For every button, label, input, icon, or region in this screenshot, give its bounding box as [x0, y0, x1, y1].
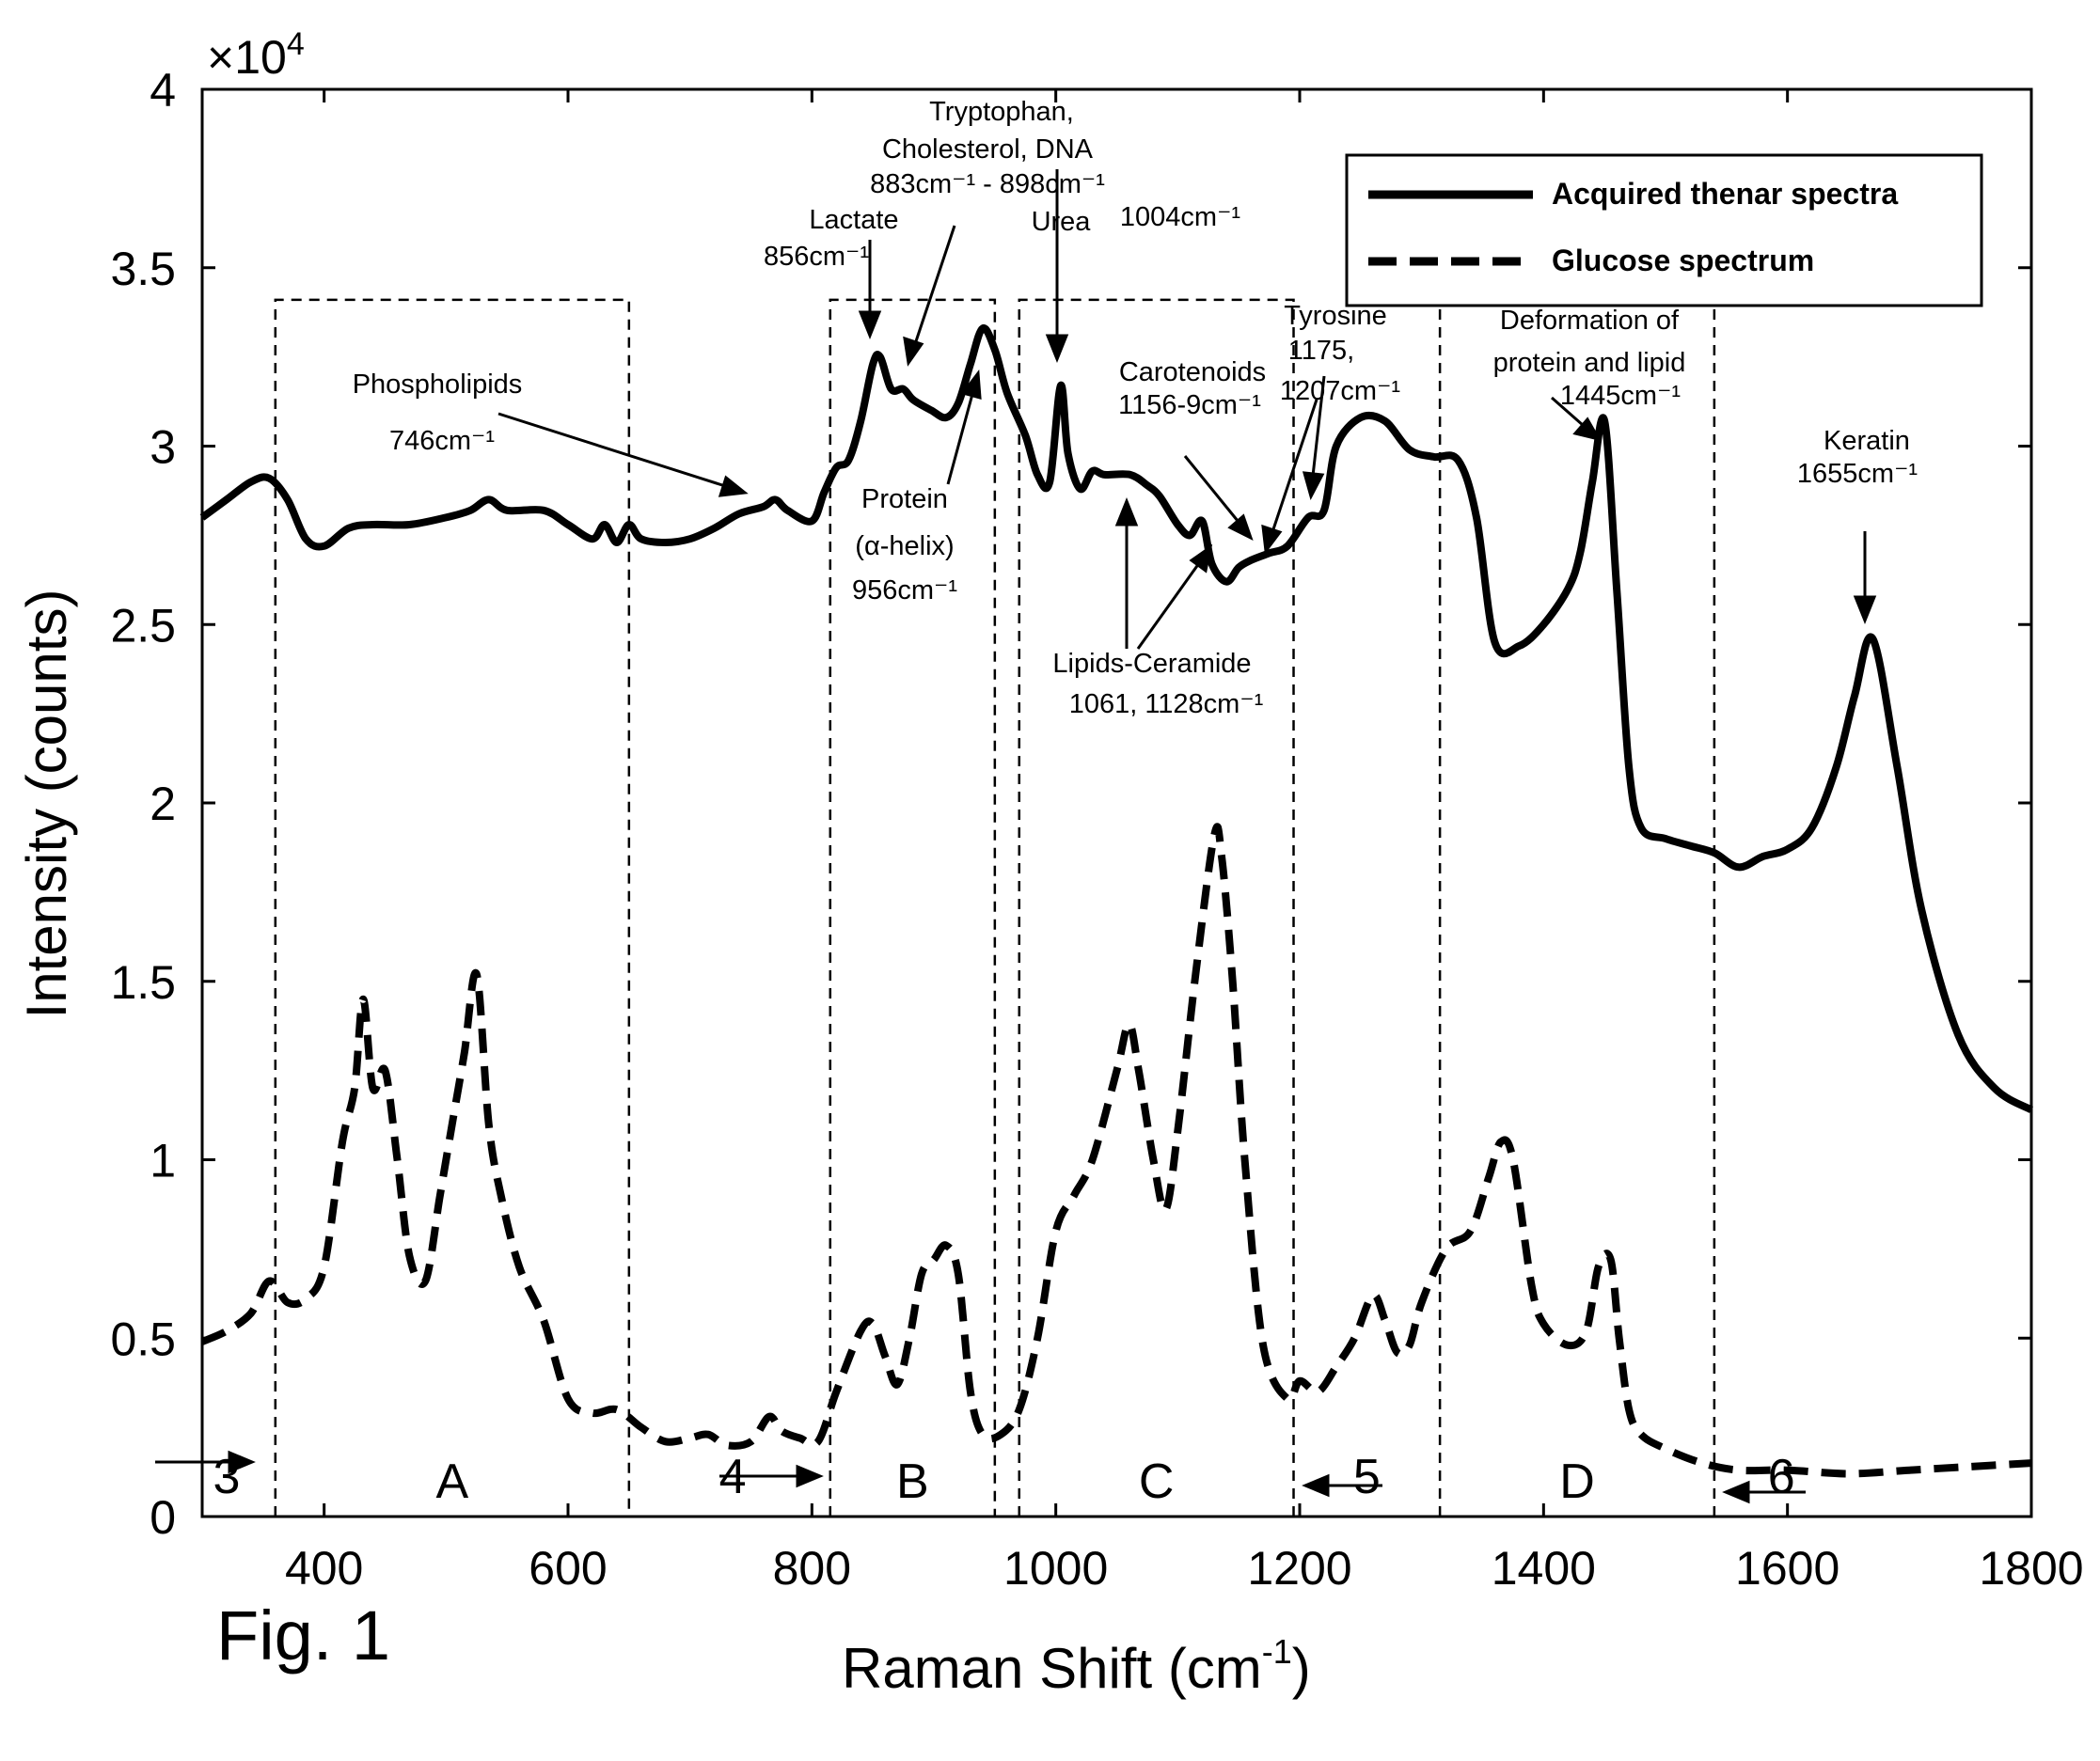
annot-lactate-wavenumber: 856cm⁻¹ [764, 242, 869, 272]
gap-label-5: 5 [1353, 1450, 1381, 1504]
arrow-carotenoids [1183, 455, 1248, 532]
annot-tryptophan-name: Tryptophan, [929, 97, 1074, 127]
x-tick-label: 1400 [1492, 1542, 1596, 1595]
arrow-tryptophan [910, 225, 956, 354]
annot-lipids-wavenumber: 1061, 1128cm⁻¹ [1069, 689, 1264, 719]
arrowhead-urea [1045, 334, 1069, 364]
annot-deformation-line2: protein and lipid [1493, 348, 1686, 378]
region-box-B [829, 298, 997, 1517]
annot-protein-helix: (α-helix) [855, 531, 954, 561]
arrowhead-tryptophan [903, 336, 924, 367]
annot-urea-wavenumber: 1004cm⁻¹ [1120, 202, 1240, 232]
region-box-A [274, 298, 631, 1517]
arrowhead-protein [960, 369, 982, 401]
series-lines [199, 324, 2034, 1478]
region-label-A: A [435, 1454, 468, 1509]
annot-tyrosine-name: Tyrosine [1284, 301, 1387, 331]
arrowhead-lipids-1 [1114, 496, 1139, 527]
axis-ticks: 400 600 800 1000 1200 1400 1600 1800 0 0.5 1 1.5 2 2.… [110, 64, 2083, 1595]
annot-phospholipids-name: Phospholipids [353, 369, 523, 400]
annot-tyrosine-1175: 1175, [1288, 336, 1354, 366]
x-tick-label: 1000 [1003, 1542, 1108, 1595]
y-tick-label: 2 [150, 778, 176, 830]
annotation-arrows [497, 169, 1877, 650]
y-tick-label: 3.5 [110, 243, 176, 295]
y-exponent-label: ×104 [207, 26, 305, 84]
gap-arrows [155, 1450, 1806, 1504]
gap-arrowhead-3 [228, 1450, 256, 1474]
annotation-labels: Phospholipids 746cm⁻¹ Lactate 856cm⁻¹ Tr… [353, 97, 1918, 719]
y-tick-label: 0 [150, 1491, 176, 1544]
annot-deformation-wavenumber: 1445cm⁻¹ [1560, 381, 1681, 411]
annot-keratin-name: Keratin [1824, 426, 1910, 456]
region-box-D [1438, 298, 1716, 1517]
series-line-glucose [200, 823, 2032, 1478]
region-label-D: D [1559, 1454, 1595, 1509]
x-tick-label: 400 [285, 1542, 363, 1595]
x-tick-label: 1600 [1735, 1542, 1839, 1595]
x-tick-label: 600 [529, 1542, 607, 1595]
annot-protein-name: Protein [861, 484, 948, 514]
legend-box [1345, 153, 1983, 307]
x-tick-label: 800 [773, 1542, 851, 1595]
arrowhead-tyrosine-2 [1261, 524, 1283, 555]
gap-label-6: 6 [1768, 1450, 1795, 1504]
arrowhead-tyrosine-1 [1302, 471, 1325, 501]
y-tick-label: 4 [150, 64, 176, 117]
arrowhead-lipids-2 [1189, 543, 1213, 574]
arrowhead-phospholipids [718, 475, 749, 497]
arrowhead-keratin [1853, 595, 1877, 625]
series-line-acquired-thenar [199, 324, 2034, 1113]
y-tick-label: 1.5 [110, 956, 176, 1009]
annot-deformation-line1: Deformation of [1500, 306, 1680, 336]
region-label-C: C [1139, 1454, 1175, 1509]
arrowhead-deformation [1572, 417, 1603, 442]
arrow-phospholipids [497, 412, 744, 494]
x-axis-label: Raman Shift (cm-1) [842, 1632, 1311, 1700]
annot-carotenoids-wavenumber: 1156-9cm⁻¹ [1118, 390, 1261, 420]
figure-label: Fig. 1 [216, 1596, 390, 1675]
gap-arrowhead-6 [1722, 1480, 1750, 1504]
annot-urea-name: Urea [1032, 207, 1092, 237]
y-axis-label: Intensity (counts) [15, 590, 78, 1019]
gap-arrowhead-4 [796, 1464, 824, 1488]
y-tick-label: 1 [150, 1135, 176, 1187]
annot-tryptophan-wavenumber: 883cm⁻¹ - 898cm⁻¹ [870, 169, 1105, 199]
region-box-C [1018, 298, 1295, 1517]
annot-tyrosine-1207: 1207cm⁻¹ [1280, 376, 1400, 406]
arrow-protein [946, 383, 977, 485]
annot-phospholipids-wavenumber: 746cm⁻¹ [389, 426, 495, 456]
region-boxes: A B C D3 4 5 6 [213, 298, 1795, 1517]
x-tick-label: 1800 [1979, 1542, 2083, 1595]
y-tick-label: 0.5 [110, 1313, 176, 1365]
arrowhead-carotenoids [1227, 513, 1254, 541]
annot-carotenoids-name: Carotenoids [1119, 357, 1266, 387]
legend: Acquired thenar spectra Glucose spectrum [1345, 153, 1983, 307]
annot-lactate-name: Lactate [809, 205, 898, 235]
annot-tryptophan-compounds: Cholesterol, DNA [882, 134, 1094, 165]
region-label-B: B [896, 1454, 929, 1509]
annot-protein-wavenumber: 956cm⁻¹ [852, 575, 957, 605]
arrow-tyrosine-2 [1268, 399, 1318, 542]
arrow-lipids-2 [1136, 556, 1206, 650]
y-tick-label: 2.5 [110, 599, 176, 652]
annot-lipids-name: Lipids-Ceramide [1052, 649, 1251, 679]
arrow-tyrosine-1 [1310, 375, 1326, 485]
arrowhead-lactate [858, 310, 882, 340]
legend-label-acquired: Acquired thenar spectra [1552, 177, 1898, 211]
gap-arrowhead-5 [1302, 1473, 1330, 1498]
annot-keratin-wavenumber: 1655cm⁻¹ [1797, 459, 1918, 489]
y-tick-label: 3 [150, 421, 176, 474]
legend-label-glucose: Glucose spectrum [1552, 244, 1814, 277]
x-tick-label: 1200 [1247, 1542, 1351, 1595]
